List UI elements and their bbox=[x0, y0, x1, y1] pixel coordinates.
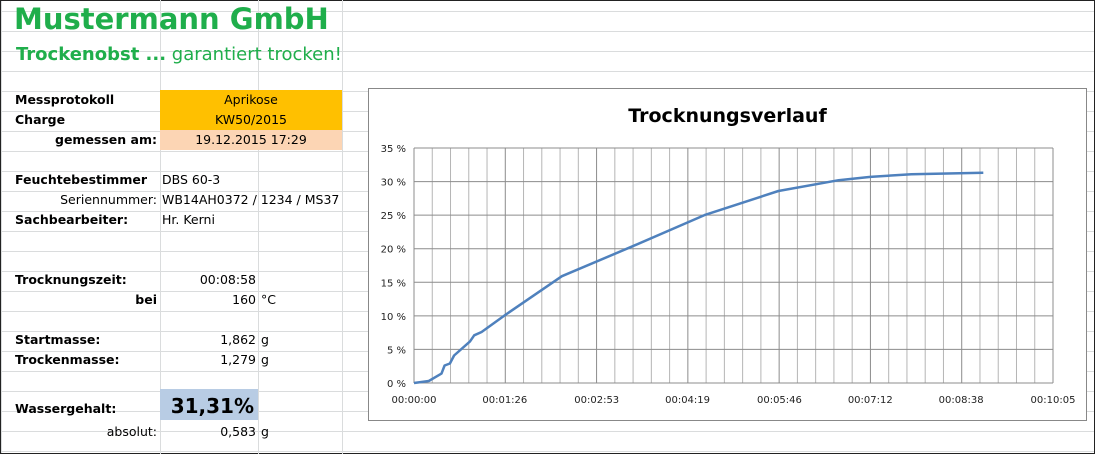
y-tick-label: 35 % bbox=[381, 144, 406, 155]
series-line bbox=[413, 171, 984, 385]
feuchte-label: Feuchtebestimmer bbox=[15, 172, 147, 187]
trocken-value[interactable]: 1,279 bbox=[220, 352, 256, 367]
tagline: Trockenobst ... garantiert trocken! bbox=[16, 44, 342, 65]
x-tick-label: 00:05:46 bbox=[757, 395, 802, 406]
y-tick-label: 10 % bbox=[381, 312, 406, 323]
company-title: Mustermann GmbH bbox=[14, 2, 329, 36]
wasser-label: Wassergehalt: bbox=[15, 401, 117, 416]
charge-label: Charge bbox=[15, 112, 66, 127]
start-value[interactable]: 1,862 bbox=[220, 332, 256, 347]
drying-chart[interactable]: Trocknungsverlauf 0 % 5 % 10 % 15 % 20 % 25 %… bbox=[368, 88, 1087, 421]
trocken-label: Trockenmasse: bbox=[15, 352, 120, 367]
serien-value[interactable]: WB14AH0372 / 1234 / MS37 bbox=[162, 192, 340, 207]
chart-plot: 0 % 5 % 10 % 15 % 20 % 25 % 30 % 35 % 00:00:00 00… bbox=[381, 144, 1076, 406]
start-label: Startmasse: bbox=[15, 332, 101, 347]
messprotokoll-label: Messprotokoll bbox=[15, 92, 115, 107]
chart-title: Trocknungsverlauf bbox=[628, 105, 827, 127]
tagline-rest: garantiert trocken! bbox=[166, 44, 342, 65]
zeit-value[interactable]: 00:08:58 bbox=[199, 272, 256, 287]
y-tick-label: 0 % bbox=[387, 379, 406, 390]
messprotokoll-value[interactable]: Aprikose bbox=[160, 90, 342, 110]
column-divider bbox=[258, 0, 259, 454]
x-tick-label: 00:02:53 bbox=[574, 395, 619, 406]
x-tick-label: 00:10:05 bbox=[1031, 395, 1076, 406]
x-tick-label: 00:08:38 bbox=[939, 395, 984, 406]
gemessen-value[interactable]: 19.12.2015 17:29 bbox=[160, 130, 342, 150]
feuchte-value[interactable]: DBS 60-3 bbox=[162, 172, 221, 187]
wasser-value[interactable]: 31,31% bbox=[160, 389, 258, 420]
sach-label: Sachbearbeiter: bbox=[15, 212, 129, 227]
bei-label: bei bbox=[135, 292, 157, 307]
trocken-unit: g bbox=[261, 352, 269, 367]
x-tick-label: 00:01:26 bbox=[482, 395, 527, 406]
bei-unit: °C bbox=[261, 292, 276, 307]
zeit-label: Trocknungszeit: bbox=[15, 272, 127, 287]
x-tick-label: 00:04:19 bbox=[665, 395, 710, 406]
x-tick-label: 00:00:00 bbox=[392, 395, 437, 406]
x-tick-label: 00:07:12 bbox=[848, 395, 893, 406]
y-tick-label: 5 % bbox=[387, 345, 406, 356]
y-tick-label: 30 % bbox=[381, 178, 406, 189]
y-tick-label: 15 % bbox=[381, 278, 406, 289]
y-tick-label: 25 % bbox=[381, 211, 406, 222]
sach-value[interactable]: Hr. Kerni bbox=[162, 212, 215, 227]
charge-value[interactable]: KW50/2015 bbox=[160, 110, 342, 130]
y-tick-label: 20 % bbox=[381, 245, 406, 256]
serien-label: Seriennummer: bbox=[60, 192, 157, 207]
tagline-bold: Trockenobst ... bbox=[16, 44, 167, 65]
start-unit: g bbox=[261, 332, 269, 347]
bei-value[interactable]: 160 bbox=[232, 292, 256, 307]
column-divider bbox=[160, 0, 161, 454]
absolut-unit: g bbox=[261, 424, 269, 439]
absolut-value[interactable]: 0,583 bbox=[220, 424, 256, 439]
absolut-label: absolut: bbox=[106, 424, 157, 439]
gemessen-label: gemessen am: bbox=[55, 132, 157, 147]
column-divider bbox=[342, 0, 343, 454]
